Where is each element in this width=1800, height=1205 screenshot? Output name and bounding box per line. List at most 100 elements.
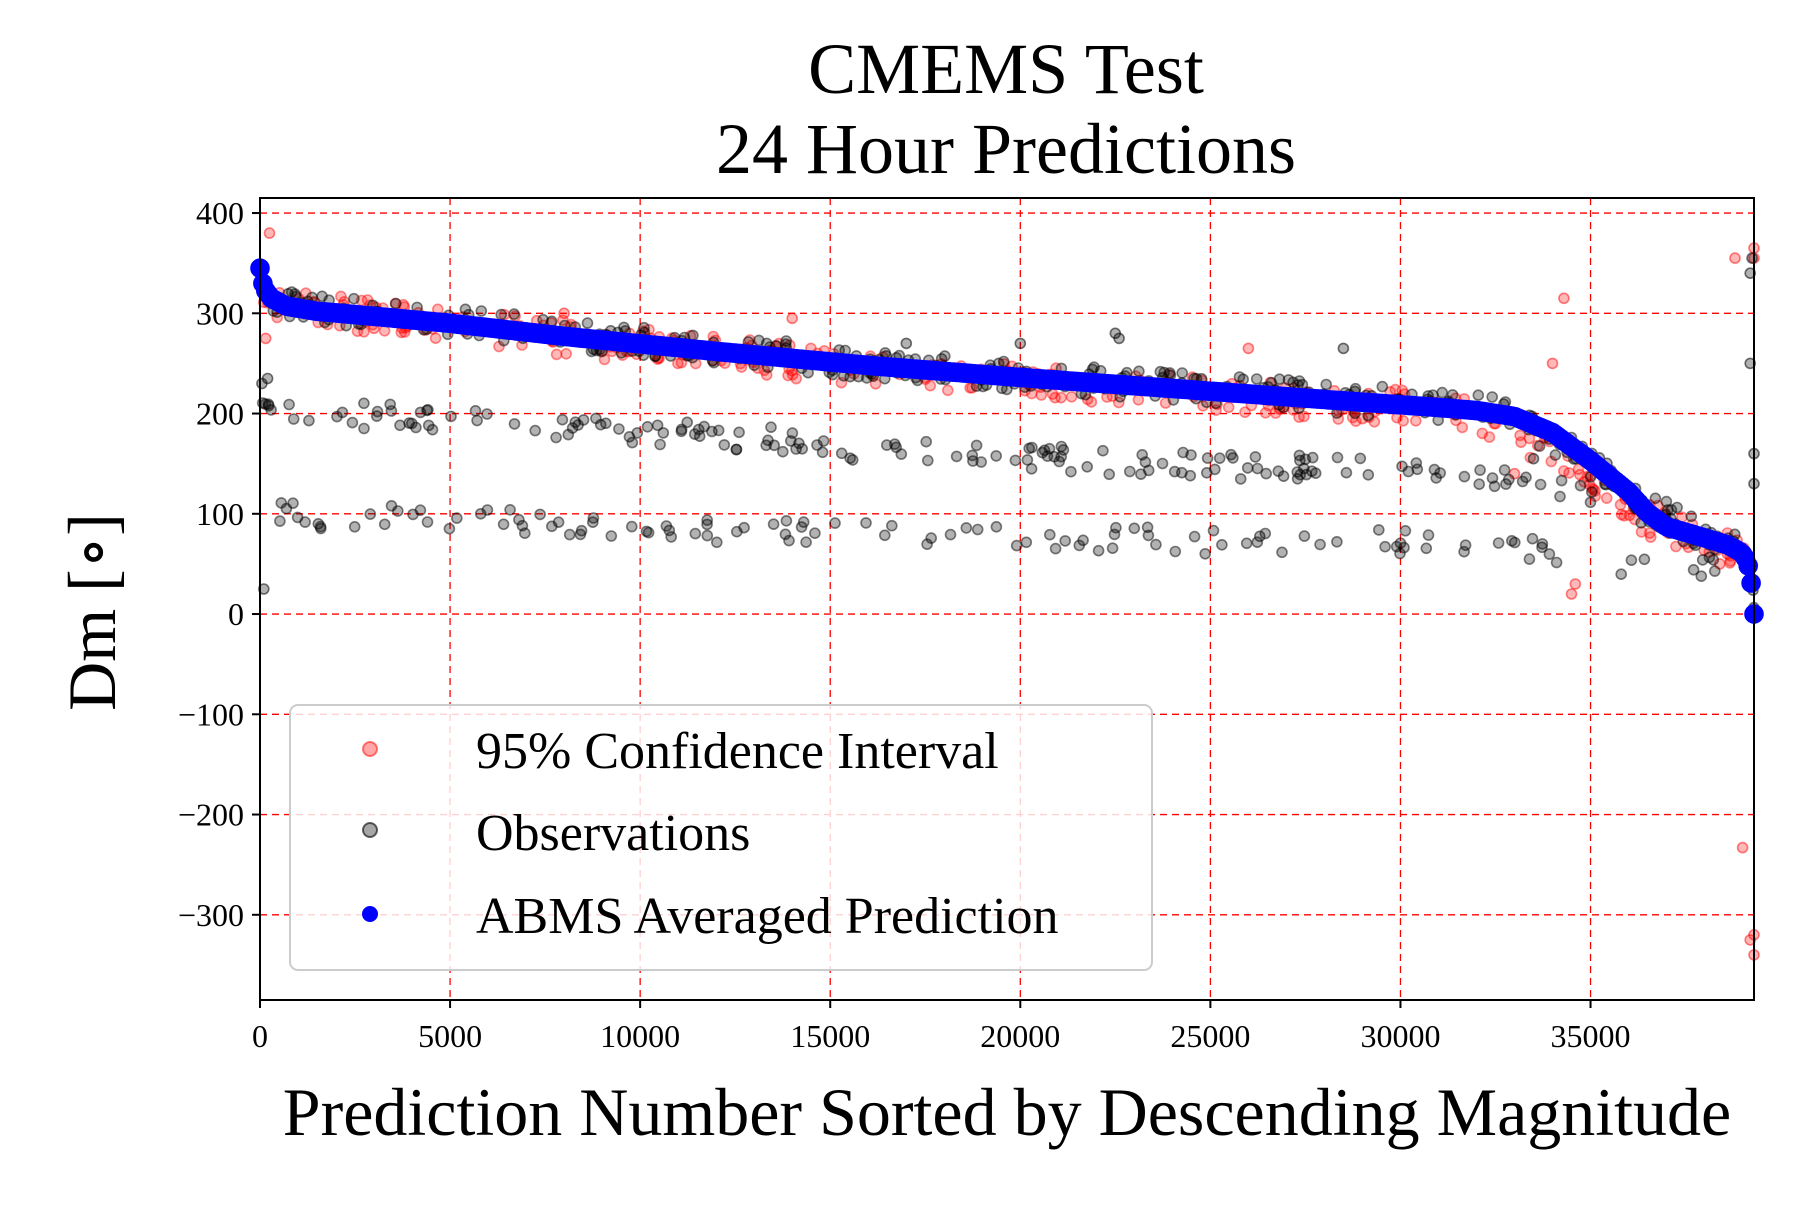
observation-marker [450,512,463,524]
observation-marker [371,405,384,418]
ci-outlier-marker [259,332,272,345]
observation-marker [1128,522,1141,535]
observation-outlier-marker [1527,452,1540,465]
observation-marker [469,404,482,417]
observation-marker [1277,470,1290,483]
x-axis-label: Prediction Number Sorted by Descending M… [283,1074,1732,1150]
prediction-marker [1741,573,1761,593]
observation-marker [283,398,295,411]
ci-marker [1132,393,1145,406]
observation-marker [1696,554,1709,566]
observation-marker [385,499,398,512]
observation-marker [1331,535,1343,548]
observation-marker [809,527,821,540]
observation-marker [291,511,304,524]
ci-marker [560,347,573,360]
ci-outlier-marker [558,307,570,320]
observation-marker [348,292,360,305]
observation-marker [504,503,516,516]
observation-outlier-marker [1014,337,1027,350]
observation-marker [280,502,293,515]
observation-marker [1523,553,1536,565]
observation-marker [262,398,275,411]
observation-marker [1549,449,1562,461]
observation-marker [790,443,802,455]
observation-marker [475,305,488,317]
observation-outlier-marker [257,583,270,595]
ci-outlier-marker [1565,588,1578,600]
observation-marker [481,504,494,516]
observation-marker [966,449,979,462]
observation-marker [1379,540,1391,553]
y-tick-label: −200 [178,797,244,833]
observation-marker [1234,473,1247,485]
observation-marker [1458,470,1471,483]
observation-marker [779,528,792,541]
x-tick-label: 15000 [790,1018,870,1054]
observation-marker [581,317,594,329]
observation-marker [1436,386,1448,399]
x-tick-label: 0 [252,1018,268,1054]
observation-marker [1298,530,1311,542]
observation-marker [1021,454,1034,466]
observation-marker [471,414,483,427]
observation-marker [975,456,988,468]
data-markers [250,227,1764,961]
observation-marker [971,523,984,536]
observation-marker [556,413,569,426]
y-tick-label: 400 [196,195,244,231]
ci-outlier-marker [1736,841,1749,854]
legend-label-ci: 95% Confidence Interval [476,723,999,780]
observation-marker [1201,452,1214,464]
observation-marker [733,426,745,439]
legend: 95% Confidence Interval Observations ABM… [289,704,1153,971]
observation-outlier-marker [1744,357,1756,370]
observation-outlier-marker [261,372,274,385]
observation-marker [1141,521,1154,534]
observation-marker [1394,547,1406,560]
ci-marker [1574,468,1586,481]
observation-marker [364,508,377,520]
observation-marker [1142,529,1155,542]
observation-marker [445,410,457,423]
ci-marker [1581,470,1594,483]
ci-marker [790,372,803,385]
observation-marker [1555,474,1568,487]
ci-marker [1572,463,1585,476]
observation-marker [1136,448,1148,461]
observation-marker [654,438,666,451]
observation-marker [303,414,315,427]
observation-marker [575,524,588,537]
observation-marker [587,512,600,524]
observation-marker [1687,563,1700,576]
observation-marker [421,404,433,417]
observation-marker [534,508,546,521]
observation-marker [1584,496,1597,509]
observation-marker [577,414,590,426]
observation-marker [623,430,636,443]
observation-marker [508,308,520,320]
ci-marker [941,384,954,397]
observation-marker [403,417,416,429]
observation-marker [718,439,731,451]
x-tick-label: 10000 [600,1018,680,1054]
observation-marker [780,514,793,527]
observation-marker [1156,457,1169,470]
plot-frame [259,197,1755,1001]
legend-label-obs: Observations [476,805,750,862]
ci-marker [1085,396,1098,408]
observation-marker [701,518,713,531]
ci-marker [1514,429,1526,442]
observation-marker [1695,570,1708,583]
ci-outlier-marker [786,312,799,325]
observation-marker [1422,529,1435,541]
y-tick-label: −300 [178,897,244,933]
ci-marker [1293,411,1305,423]
legend-marker-pred [362,906,378,922]
observation-marker [1150,538,1162,551]
observation-marker [1282,374,1295,386]
ci-marker [1614,498,1627,511]
observation-marker [767,518,780,531]
y-tick-label: 100 [196,496,244,532]
observation-marker [1660,495,1673,508]
